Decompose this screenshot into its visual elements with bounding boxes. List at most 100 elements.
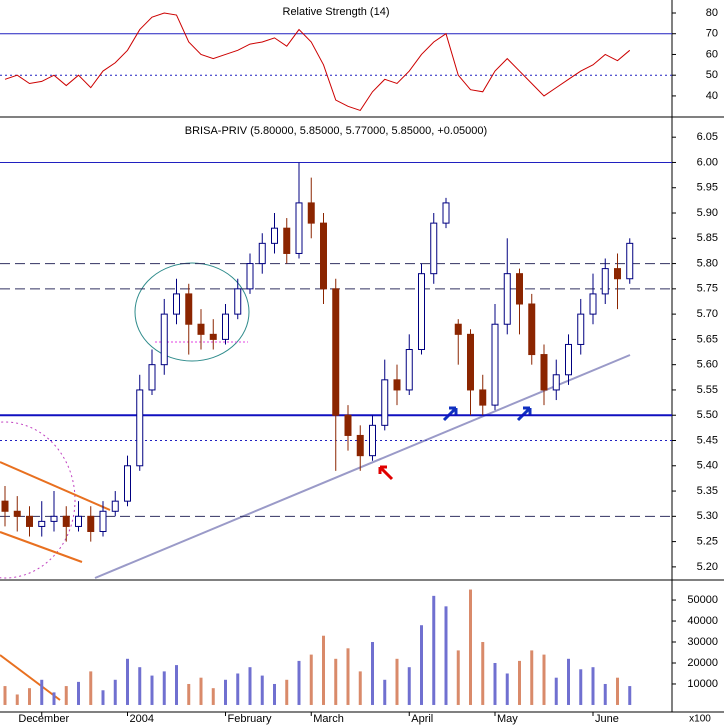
y-tick-label: 5.90 (697, 207, 718, 219)
volume-bar (432, 595, 436, 705)
y-tick-label: 5.75 (697, 283, 718, 295)
y-tick-label: 5.25 (697, 536, 718, 548)
volume-bar (554, 677, 558, 705)
volume-bar (481, 642, 485, 705)
candle-body (62, 515, 70, 527)
candle-body (258, 242, 266, 265)
candle-body (99, 510, 107, 532)
candle-body (148, 364, 156, 391)
x-tick-label: June (595, 713, 619, 725)
y-tick-label: 30000 (687, 636, 718, 648)
candle-body (540, 354, 548, 391)
y-tick-label: 5.40 (697, 460, 718, 472)
candle-body (185, 293, 193, 325)
volume-bar (260, 675, 264, 705)
volume-bar (371, 642, 374, 705)
y-tick-label: 5.35 (697, 485, 718, 497)
volume-bar (52, 692, 56, 705)
volume-bar (15, 694, 19, 705)
candle-body (405, 349, 413, 391)
volume-bar (273, 683, 276, 705)
candle-body (454, 323, 462, 335)
volume-bar (297, 660, 301, 705)
volume-bar (199, 677, 203, 705)
volume-bar (530, 650, 534, 705)
candle-body (565, 343, 572, 376)
volume-bar (420, 625, 423, 705)
channel-line (0, 654, 61, 701)
y-tick-label: 6.00 (697, 156, 718, 168)
candle-body (38, 520, 46, 527)
candle-body (369, 424, 376, 457)
annotation-circle (0, 421, 76, 579)
x-tick-label: February (228, 713, 273, 725)
x-tick-label: December (18, 713, 69, 725)
volume-bar (89, 671, 93, 705)
volume-bar (211, 688, 215, 705)
annotation-ellipse (134, 262, 250, 362)
y-tick-label: 50000 (687, 594, 718, 606)
candle-body (442, 202, 450, 224)
candle-body (614, 268, 621, 280)
x-tick-label: March (313, 713, 344, 725)
y-tick-label: 5.55 (697, 384, 718, 396)
candle-body (503, 273, 511, 325)
y-tick-label: 5.85 (697, 232, 718, 244)
volume-bar (567, 658, 570, 705)
candle-body (50, 515, 58, 522)
candle-body (111, 500, 119, 512)
y-tick-label: 5.95 (697, 182, 718, 194)
volume-bar (395, 658, 399, 705)
volume-bar (162, 671, 166, 705)
volume-bar (77, 681, 80, 705)
candle-body (528, 303, 536, 356)
volume-bar (591, 667, 595, 705)
volume-bar (138, 667, 142, 705)
candle-body (271, 227, 278, 244)
volume-bar (383, 679, 387, 705)
y-tick-label: 5.80 (697, 257, 718, 269)
candle-body (1, 500, 9, 512)
volume-bar (187, 683, 191, 705)
volume-bar (126, 658, 129, 705)
candle-body (577, 313, 585, 345)
volume-bar (224, 679, 227, 705)
candle-body (124, 465, 131, 502)
y-tick-label: 5.30 (697, 510, 718, 522)
y-tick-label: 40 (706, 90, 718, 102)
volume-bar (542, 654, 546, 705)
candle-body (320, 222, 327, 290)
y-tick-label: 20000 (687, 657, 718, 669)
candle-body (356, 434, 364, 457)
y-tick-label: 10000 (687, 678, 718, 690)
y-tick-label: 5.70 (697, 308, 718, 320)
volume-bar (40, 679, 44, 705)
volume-bar (505, 673, 509, 705)
trend-line (94, 354, 631, 579)
volume-bar (407, 667, 411, 705)
volume-bar (322, 635, 325, 705)
volume-bar (518, 660, 521, 705)
candle-body (479, 389, 487, 406)
volume-bar (285, 679, 289, 705)
candle-body (197, 323, 205, 335)
candle-body (626, 242, 634, 280)
candle-body (491, 323, 499, 406)
x-tick-label: April (411, 713, 433, 725)
candle-body (136, 389, 144, 467)
volume-bar (469, 589, 472, 705)
volume-bar (3, 686, 7, 705)
candle-body (601, 268, 609, 295)
y-tick-label: 5.45 (697, 434, 718, 446)
candle-body (75, 515, 82, 527)
channel-line (0, 531, 83, 563)
candle-body (516, 273, 523, 305)
x-tick-label: 2004 (130, 713, 154, 725)
candle-body (173, 293, 180, 315)
y-tick-label: 5.60 (697, 359, 718, 371)
candle-body (589, 293, 597, 315)
volume-bar (113, 679, 117, 705)
y-tick-label: 5.65 (697, 333, 718, 345)
